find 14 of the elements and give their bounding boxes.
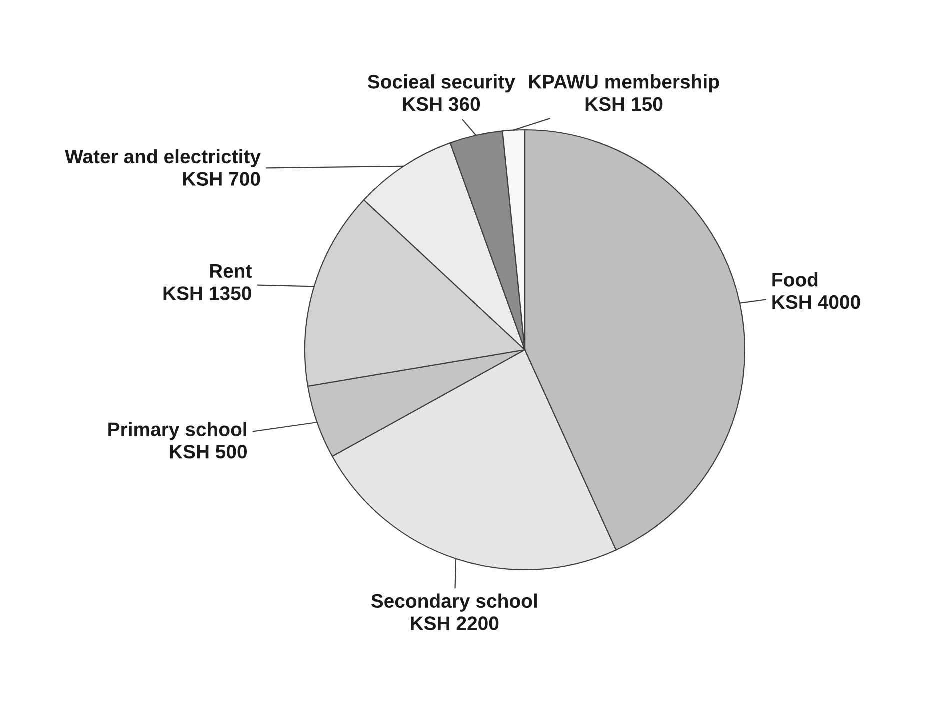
slice-label: Secondary school <box>371 594 537 612</box>
data-label: KSH 360 <box>403 97 480 112</box>
data-label: KSH 4000 <box>772 295 860 310</box>
data-label: KSH 700 <box>183 172 260 186</box>
slice-label: Primary school <box>108 422 246 440</box>
data-label: KSH 500 <box>170 445 248 459</box>
data-label: KSH 2200 <box>411 616 499 630</box>
data-label: KSH 150 <box>586 97 663 112</box>
slice-label: Rent <box>210 264 252 278</box>
slice-label: Water and electrictity <box>65 149 261 168</box>
data-label: KSH 1350 <box>164 286 252 300</box>
slice-label: KPAWU membership <box>529 74 720 93</box>
slice-label: Socieal security <box>368 74 516 93</box>
slice-label: Food <box>772 272 818 287</box>
